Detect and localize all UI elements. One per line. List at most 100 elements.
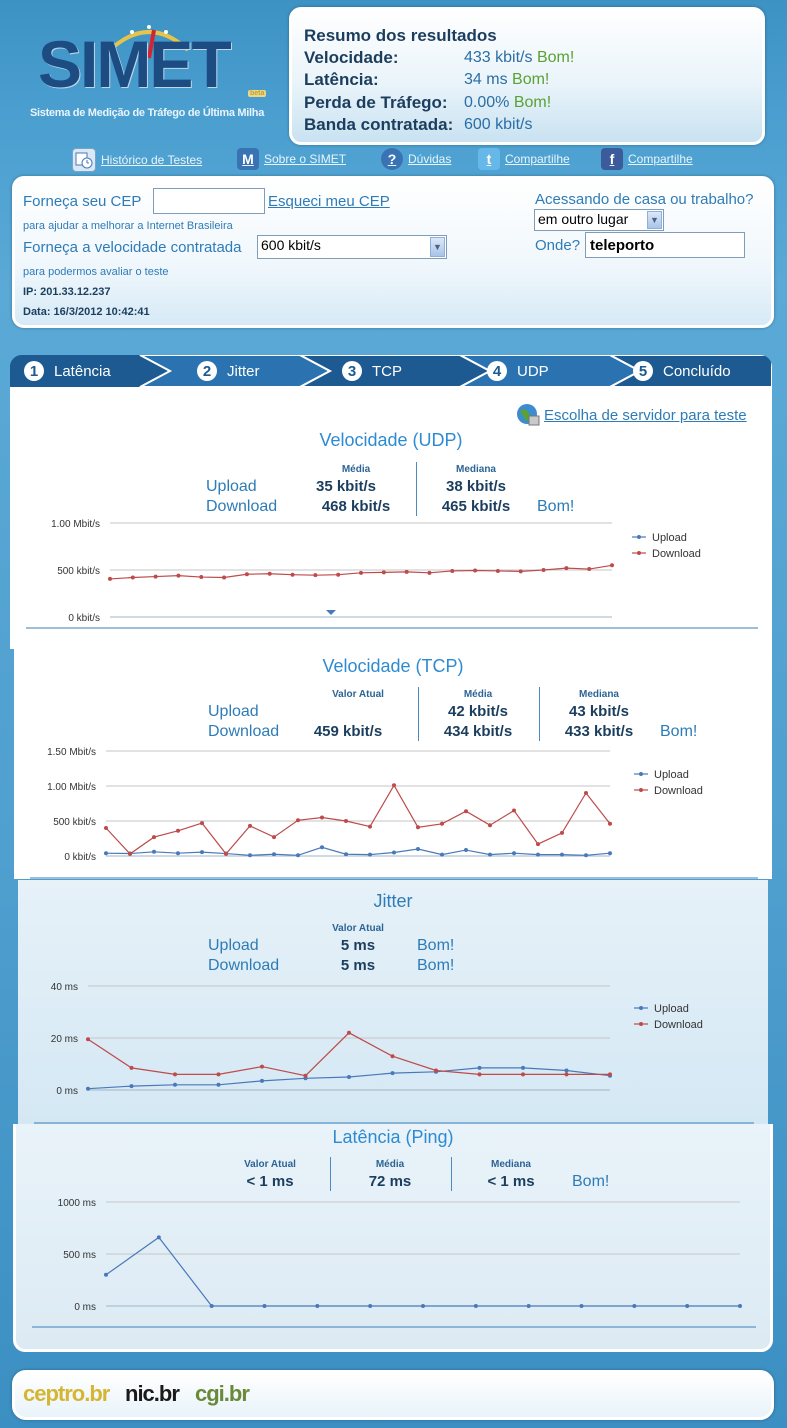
- data-point: [86, 1037, 90, 1042]
- cep-input[interactable]: [153, 188, 265, 214]
- y-tick-label: 40 ms: [51, 982, 78, 993]
- legend-label: Download: [654, 785, 703, 797]
- forgot-cep-link[interactable]: Esqueci meu CEP: [268, 193, 390, 210]
- data-point: [104, 851, 108, 856]
- speed-hint: para podermos avaliar o teste: [23, 266, 169, 278]
- data-point: [587, 567, 592, 572]
- data-point: [344, 852, 348, 857]
- download-mediana: 433 kbit/s: [564, 723, 634, 740]
- data-point: [450, 568, 455, 573]
- twitter-icon: t: [478, 148, 500, 170]
- beta-badge: beta: [248, 90, 267, 97]
- cgi-logo: cgi.br: [195, 1381, 250, 1406]
- data-point: [224, 851, 228, 856]
- data-point: [320, 845, 324, 850]
- data-point: [421, 1304, 425, 1308]
- data-point: [488, 823, 492, 828]
- udp-title: Velocidade (UDP): [319, 430, 463, 450]
- nic-logo: nic.br: [125, 1381, 180, 1406]
- data-point: [267, 571, 272, 576]
- status-badge: Bom!: [512, 71, 550, 88]
- data-point: [152, 835, 156, 840]
- status-badge: Bom!: [417, 957, 455, 974]
- server-choice-label: Escolha de servidor para teste: [544, 406, 747, 424]
- where-input[interactable]: [585, 232, 745, 258]
- facebook-link-label: Compartilhe: [628, 152, 693, 166]
- access-select[interactable]: em outro lugar ▼: [534, 209, 664, 231]
- data-point: [564, 566, 569, 571]
- col-media: Média: [375, 1159, 405, 1170]
- data-point: [579, 1304, 584, 1308]
- data-point: [536, 842, 540, 847]
- data-point: [104, 826, 108, 830]
- data-point: [260, 1078, 264, 1083]
- data-point: [473, 1304, 478, 1308]
- data-point: [104, 1272, 108, 1277]
- data-point: [199, 575, 204, 580]
- ping-panel: Latência (Ping) Valor Atual Média Median…: [13, 1124, 773, 1352]
- data-point: [632, 1304, 637, 1308]
- col-mediana: Mediana: [455, 464, 496, 475]
- data-point: [347, 1030, 351, 1035]
- download-mediana: 465 kbit/s: [441, 498, 511, 515]
- speed-value: 433 kbit/s: [464, 49, 533, 66]
- data-point: [303, 1073, 308, 1078]
- help-icon: ?: [381, 148, 403, 170]
- data-point: [248, 853, 252, 858]
- data-point: [608, 851, 612, 856]
- series-line-download: [105, 784, 611, 855]
- data-point: [440, 821, 444, 826]
- data-point: [152, 849, 156, 854]
- chevron-down-icon: ▼: [647, 211, 662, 229]
- download-label: Download: [208, 723, 280, 740]
- data-point: [536, 852, 540, 857]
- legend-marker: [639, 772, 643, 776]
- legend-marker: [637, 551, 641, 555]
- col-atual: Valor Atual: [332, 689, 384, 700]
- data-point: [200, 821, 204, 826]
- y-tick-label: 500 kbit/s: [53, 817, 96, 828]
- step-tcp: 3 TCP: [342, 355, 402, 387]
- data-point: [473, 568, 478, 573]
- y-tick-label: 500 kbit/s: [57, 566, 100, 577]
- upload-mediana: 43 kbit/s: [568, 703, 630, 720]
- globe-server-icon: [517, 404, 540, 426]
- y-tick-label: 1.00 Mbit/s: [47, 782, 96, 793]
- help-link[interactable]: ? Dúvidas: [381, 148, 451, 170]
- status-badge: Bom!: [513, 94, 552, 111]
- col-mediana: Mediana: [578, 689, 619, 700]
- data-point: [392, 850, 396, 855]
- facebook-share-link[interactable]: f Compartilhe: [601, 148, 693, 170]
- data-point: [564, 1072, 569, 1077]
- step-label: Latência: [54, 362, 111, 380]
- about-link[interactable]: M Sobre o SIMET: [237, 148, 346, 170]
- access-select-value: em outro lugar: [538, 211, 629, 227]
- speed-select-value: 600 kbit/s: [261, 237, 321, 253]
- y-tick-label: 1.00 Mbit/s: [51, 519, 100, 530]
- summary-value: 600 kbit/s: [464, 116, 532, 134]
- speed-select[interactable]: 600 kbit/s ▼: [257, 235, 447, 259]
- server-choice-link[interactable]: Escolha de servidor para teste: [516, 403, 747, 427]
- legend-marker: [639, 1022, 643, 1026]
- step-label: Concluído: [663, 362, 731, 380]
- step-number: 3: [342, 361, 362, 381]
- twitter-share-link[interactable]: t Compartilhe: [478, 148, 570, 170]
- legend-marker: [637, 535, 641, 539]
- upload-media: 42 kbit/s: [447, 703, 509, 720]
- upload-label: Upload: [208, 937, 259, 954]
- steps-arrows: [10, 355, 772, 387]
- data-point: [610, 563, 614, 568]
- data-point: [248, 823, 252, 828]
- legend-label: Download: [652, 548, 701, 560]
- data-point: [272, 835, 276, 840]
- tcp-panel: Velocidade (TCP) Valor Atual Média Media…: [14, 649, 772, 879]
- history-link[interactable]: Histórico de Testes: [72, 148, 202, 172]
- data-point: [296, 853, 300, 858]
- legend-label: Download: [654, 1019, 703, 1031]
- download-label: Download: [206, 498, 278, 515]
- download-atual: 5 ms: [340, 957, 376, 974]
- data-point: [290, 572, 295, 577]
- data-point: [440, 852, 444, 857]
- step-number: 4: [487, 361, 507, 381]
- y-tick-label: 20 ms: [51, 1034, 78, 1045]
